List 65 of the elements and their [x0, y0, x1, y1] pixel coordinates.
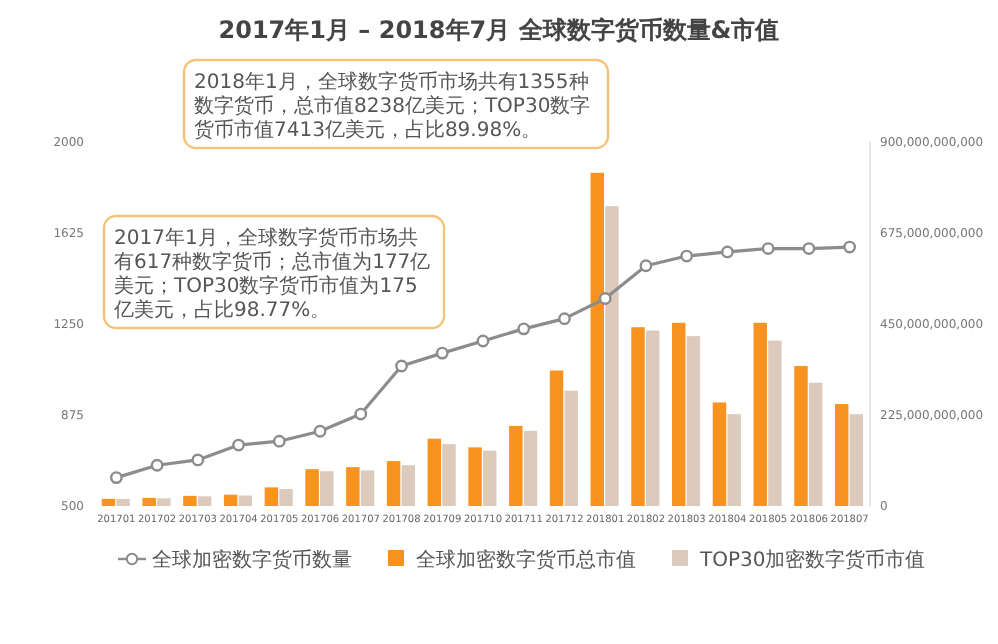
bar — [116, 498, 130, 506]
bar — [442, 444, 456, 506]
point — [802, 242, 816, 255]
point — [761, 242, 775, 255]
bar — [590, 172, 605, 506]
bar — [768, 340, 782, 506]
bar — [101, 498, 116, 506]
point — [680, 249, 694, 263]
point — [109, 471, 123, 485]
annotation: 2018年1月，全球数字货币市场共有1355种数字货币，总市值8238亿美元；TOP30数字货币市值7413亿美元，占比89.98%。 — [182, 58, 610, 150]
bar — [264, 487, 279, 506]
bar — [360, 470, 375, 506]
legend-label: TOP30加密数字货币市值 — [698, 548, 926, 572]
point — [313, 424, 327, 438]
point — [843, 240, 857, 254]
bar — [401, 465, 415, 506]
bar — [523, 430, 538, 506]
legend-label: 全球加密数字货币总市值 — [416, 548, 636, 572]
annotation: 2017年1月，全球数字货币市场共有617种数字货币；总市值为177亿美元；TOP30数字货币市值为175亿美元，占比98.77%。 — [102, 214, 446, 330]
point — [639, 259, 653, 273]
bar — [849, 414, 864, 506]
point — [395, 359, 408, 373]
point — [558, 312, 571, 326]
point — [191, 453, 205, 467]
chart-title: 2017年1月 – 2018年7月 全球数字货币数量&市值 — [218, 16, 780, 44]
bar — [672, 322, 686, 506]
bar — [564, 390, 578, 506]
bar — [183, 495, 197, 506]
bar — [223, 494, 238, 506]
bar — [468, 447, 482, 506]
bar — [320, 471, 334, 506]
bar — [509, 425, 523, 506]
bar — [427, 438, 442, 506]
bar — [142, 497, 156, 506]
bar — [197, 496, 212, 506]
bar — [305, 469, 319, 506]
point — [232, 438, 245, 452]
bar — [686, 336, 701, 506]
legend-label: 全球加密数字货币数量 — [152, 548, 352, 572]
bar — [549, 370, 564, 506]
point — [517, 322, 531, 336]
bar — [346, 467, 360, 506]
point — [598, 292, 612, 305]
point — [435, 346, 449, 360]
annotation: 2017年1月，全球数字货币市场共有617种数字货币；总市值为177亿美元；TOP30数字货币市值为175亿美元，占比98.77%。 — [112, 226, 431, 322]
bar — [808, 382, 823, 506]
annotation: 2018年1月，全球数字货币市场共有1355种数字货币，总市值8238亿美元；TOP30数字货币市值7413亿美元，占比89.98%。 — [194, 70, 591, 142]
point — [476, 334, 490, 348]
bar — [727, 414, 741, 506]
point — [354, 407, 368, 421]
bar — [279, 489, 293, 506]
bar — [238, 495, 253, 506]
point — [721, 245, 734, 259]
point — [150, 458, 164, 472]
bar — [631, 327, 645, 506]
bar — [157, 498, 171, 506]
bar — [753, 322, 767, 506]
bar — [794, 366, 808, 506]
bar — [483, 450, 497, 506]
bar — [834, 404, 849, 506]
bar — [605, 206, 619, 506]
bar — [712, 402, 727, 506]
point — [272, 434, 286, 448]
bar — [645, 330, 660, 506]
bar — [386, 461, 401, 506]
